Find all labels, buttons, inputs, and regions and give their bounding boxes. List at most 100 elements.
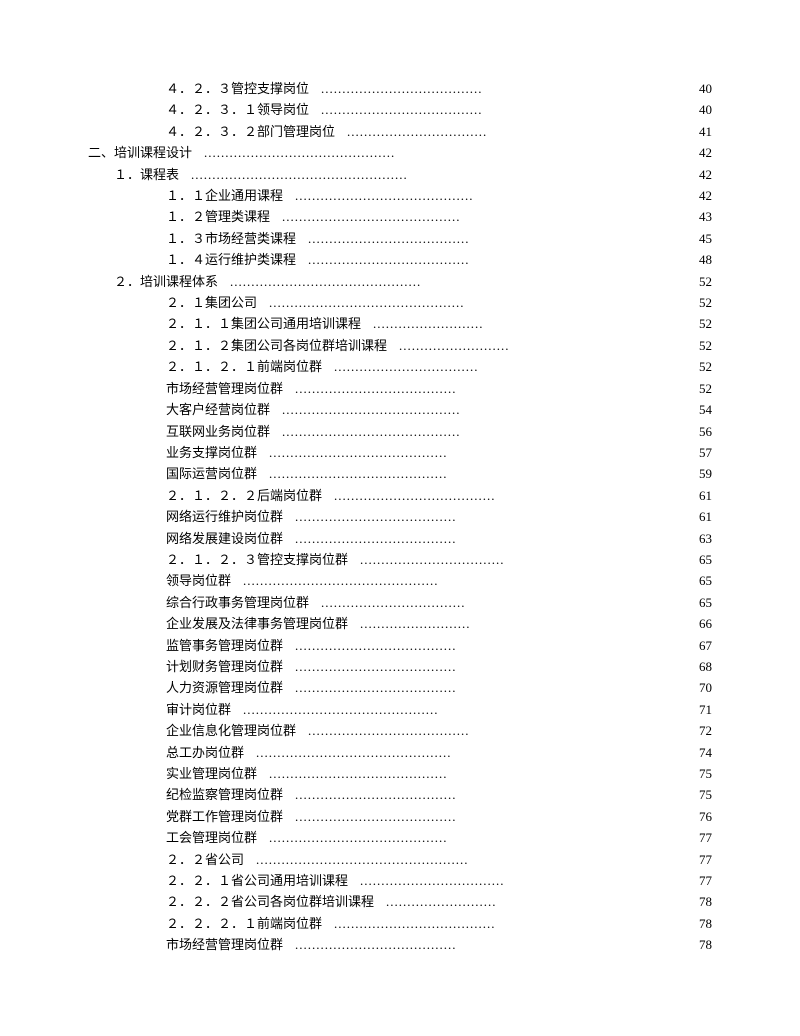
- toc-page-number: 76: [682, 806, 712, 827]
- toc-entry: ２．１．１集团公司通用培训课程.........................…: [88, 313, 712, 334]
- toc-page-number: 78: [682, 891, 712, 912]
- toc-entry: 网络发展建设岗位群...............................…: [88, 528, 712, 549]
- toc-dots: ........................................…: [244, 849, 469, 870]
- toc-page-number: 56: [682, 421, 712, 442]
- toc-entry: ４．２．３．２部门管理岗位...........................…: [88, 121, 712, 142]
- toc-entry: 网络运行维护岗位群...............................…: [88, 506, 712, 527]
- toc-page-number: 43: [682, 206, 712, 227]
- toc-entry: ２．２省公司..................................…: [88, 849, 712, 870]
- toc-title: 领导岗位群: [166, 570, 231, 591]
- toc-title: ２．２．２省公司各岗位群培训课程: [166, 891, 374, 912]
- toc-title: ２．１．１集团公司通用培训课程: [166, 313, 361, 334]
- toc-dots: ........................................…: [257, 463, 448, 484]
- toc-entry: 二、培训课程设计................................…: [88, 142, 712, 163]
- toc-page-number: 52: [682, 271, 712, 292]
- toc-title: ２．１．２．２后端岗位群: [166, 485, 322, 506]
- toc-title: 业务支撑岗位群: [166, 442, 257, 463]
- toc-title: 市场经营管理岗位群: [166, 934, 283, 955]
- toc-title: 审计岗位群: [166, 699, 231, 720]
- toc-entry: 领导岗位群...................................…: [88, 570, 712, 591]
- toc-title: 总工办岗位群: [166, 742, 244, 763]
- toc-entry: １．１企业通用课程...............................…: [88, 185, 712, 206]
- toc-entry: １．２管理类课程................................…: [88, 206, 712, 227]
- toc-page-number: 52: [682, 378, 712, 399]
- toc-dots: ......................................: [309, 99, 483, 120]
- table-of-contents: ４．２．３管控支撑岗位.............................…: [88, 78, 712, 956]
- toc-dots: ......................................: [322, 485, 496, 506]
- toc-page-number: 78: [682, 934, 712, 955]
- toc-dots: ......................................: [283, 506, 457, 527]
- toc-title: 企业发展及法律事务管理岗位群: [166, 613, 348, 634]
- toc-dots: ......................................: [283, 934, 457, 955]
- toc-title: １．１企业通用课程: [166, 185, 283, 206]
- toc-dots: ........................................…: [283, 185, 474, 206]
- toc-dots: ........................................…: [218, 271, 421, 292]
- toc-title: ２．培训课程体系: [114, 271, 218, 292]
- toc-page-number: 63: [682, 528, 712, 549]
- toc-title: １．２管理类课程: [166, 206, 270, 227]
- toc-title: １．４运行维护类课程: [166, 249, 296, 270]
- toc-dots: ........................................…: [257, 827, 448, 848]
- toc-dots: ......................................: [283, 677, 457, 698]
- toc-page-number: 77: [682, 870, 712, 891]
- toc-page-number: 54: [682, 399, 712, 420]
- toc-page-number: 52: [682, 356, 712, 377]
- toc-entry: ２．２．２省公司各岗位群培训课程........................…: [88, 891, 712, 912]
- toc-page-number: 41: [682, 121, 712, 142]
- toc-title: ２．１．２．３管控支撑岗位群: [166, 549, 348, 570]
- toc-entry: 计划财务管理岗位群...............................…: [88, 656, 712, 677]
- toc-dots: ..................................: [322, 356, 479, 377]
- toc-page-number: 65: [682, 570, 712, 591]
- toc-dots: .................................: [335, 121, 487, 142]
- toc-title: ４．２．３．１领导岗位: [166, 99, 309, 120]
- toc-dots: ......................................: [296, 228, 470, 249]
- toc-title: ２．１．２集团公司各岗位群培训课程: [166, 335, 387, 356]
- toc-title: ２．１．２．１前端岗位群: [166, 356, 322, 377]
- toc-title: 实业管理岗位群: [166, 763, 257, 784]
- toc-entry: 纪检监察管理岗位群...............................…: [88, 784, 712, 805]
- toc-page-number: 40: [682, 99, 712, 120]
- toc-dots: ........................................…: [270, 206, 461, 227]
- toc-page-number: 77: [682, 849, 712, 870]
- toc-title: 网络运行维护岗位群: [166, 506, 283, 527]
- toc-dots: ..........................: [387, 335, 510, 356]
- toc-title: ４．２．３．２部门管理岗位: [166, 121, 335, 142]
- toc-page-number: 78: [682, 913, 712, 934]
- toc-page-number: 40: [682, 78, 712, 99]
- toc-title: 人力资源管理岗位群: [166, 677, 283, 698]
- toc-entry: 总工办岗位群..................................…: [88, 742, 712, 763]
- toc-dots: ........................................…: [192, 142, 395, 163]
- toc-title: ４．２．３管控支撑岗位: [166, 78, 309, 99]
- toc-page-number: 66: [682, 613, 712, 634]
- toc-page-number: 74: [682, 742, 712, 763]
- toc-dots: ......................................: [296, 249, 470, 270]
- toc-dots: ......................................: [283, 378, 457, 399]
- toc-entry: ２．培训课程体系................................…: [88, 271, 712, 292]
- toc-dots: ........................................…: [270, 421, 461, 442]
- toc-entry: ２．１．２．３管控支撑岗位群..........................…: [88, 549, 712, 570]
- toc-dots: ........................................…: [270, 399, 461, 420]
- toc-dots: ......................................: [322, 913, 496, 934]
- toc-dots: ........................................…: [231, 570, 439, 591]
- toc-title: 计划财务管理岗位群: [166, 656, 283, 677]
- toc-entry: ４．２．３．１领导岗位.............................…: [88, 99, 712, 120]
- toc-dots: ......................................: [283, 656, 457, 677]
- toc-page-number: 68: [682, 656, 712, 677]
- toc-dots: ..........................: [348, 613, 471, 634]
- toc-title: 纪检监察管理岗位群: [166, 784, 283, 805]
- toc-dots: ......................................: [309, 78, 483, 99]
- toc-entry: ２．２．１省公司通用培训课程..........................…: [88, 870, 712, 891]
- toc-dots: ......................................: [283, 806, 457, 827]
- toc-dots: ..................................: [348, 870, 505, 891]
- toc-dots: ........................................…: [257, 292, 465, 313]
- toc-dots: ......................................: [296, 720, 470, 741]
- toc-entry: 企业信息化管理岗位群..............................…: [88, 720, 712, 741]
- toc-entry: ２．１集团公司.................................…: [88, 292, 712, 313]
- toc-entry: 业务支撑岗位群.................................…: [88, 442, 712, 463]
- toc-entry: 监管事务管理岗位群...............................…: [88, 635, 712, 656]
- toc-title: ２．１集团公司: [166, 292, 257, 313]
- toc-entry: 互联网业务岗位群................................…: [88, 421, 712, 442]
- toc-title: 市场经营管理岗位群: [166, 378, 283, 399]
- toc-entry: １．３市场经营类课程..............................…: [88, 228, 712, 249]
- toc-title: 综合行政事务管理岗位群: [166, 592, 309, 613]
